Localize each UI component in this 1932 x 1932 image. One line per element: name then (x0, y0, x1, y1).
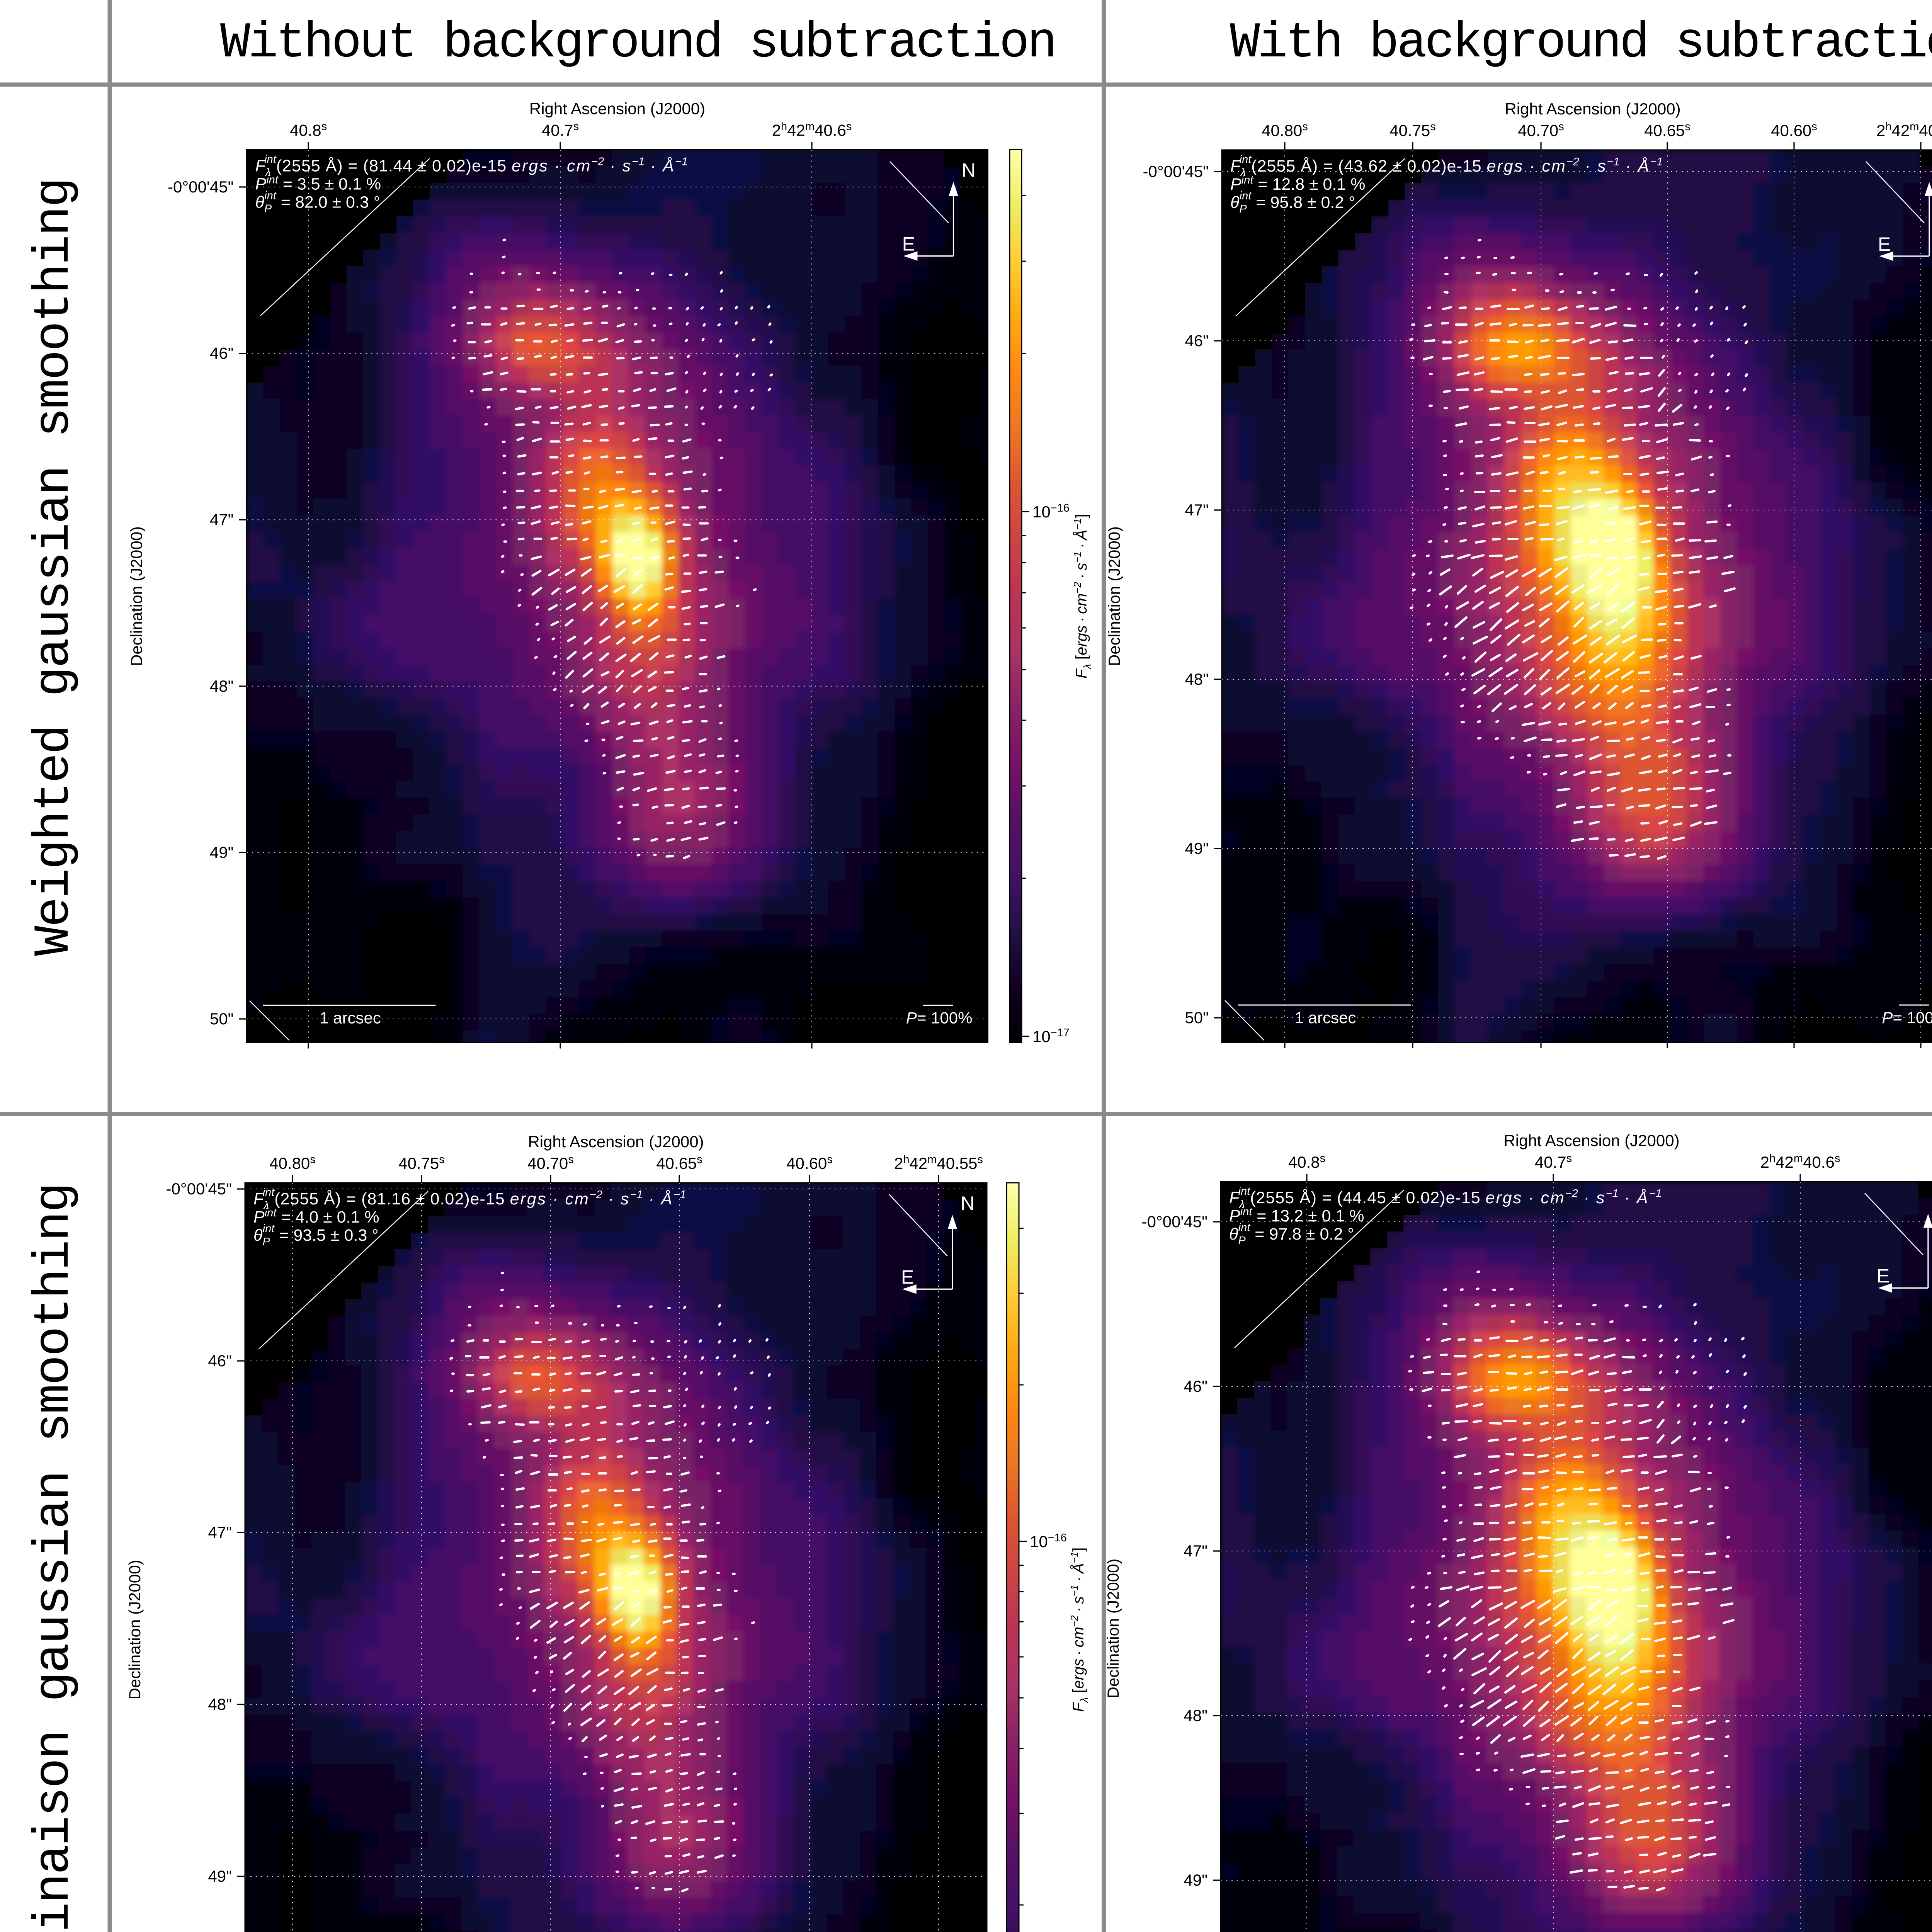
svg-text:Pint = 3.5 ± 0.1 %: Pint = 3.5 ± 0.1 % (255, 174, 381, 194)
svg-text:Fλ [ergs · cm−2 · s−1 · Å−1]: Fλ [ergs · cm−2 · s−1 · Å−1] (1068, 1548, 1090, 1712)
svg-text:θPint = 93.5 ± 0.3 °: θPint = 93.5 ± 0.3 ° (253, 1223, 378, 1248)
svg-text:θPint = 95.8 ± 0.2 °: θPint = 95.8 ± 0.2 ° (1230, 190, 1355, 215)
svg-text:46": 46" (1185, 332, 1209, 350)
svg-text:-0°00'45": -0°00'45" (1141, 1213, 1208, 1231)
svg-text:47": 47" (1185, 501, 1209, 519)
svg-text:Fλ [ergs · cm−2 · s−1 · Å−1]: Fλ [ergs · cm−2 · s−1 · Å−1] (1071, 514, 1093, 679)
svg-text:-0°00'45": -0°00'45" (1143, 162, 1209, 180)
svg-text:40.80s: 40.80s (1262, 121, 1308, 139)
svg-text:Without background subtraction: Without background subtraction (220, 15, 1055, 72)
svg-text:49": 49" (208, 1867, 232, 1885)
svg-text:N: N (962, 160, 976, 181)
svg-text:Weighted gaussian smoothing: Weighted gaussian smoothing (26, 179, 83, 956)
svg-text:48": 48" (210, 677, 234, 695)
svg-text:Declination (J2000): Declination (J2000) (126, 1560, 144, 1700)
svg-text:40.75s: 40.75s (1389, 121, 1436, 139)
svg-text:2h​42m​40.55s: 2h​42m​40.55s (1876, 121, 1932, 139)
svg-text:49": 49" (1184, 1871, 1208, 1889)
svg-text:40.65s: 40.65s (656, 1153, 702, 1172)
svg-text:47": 47" (210, 510, 234, 529)
svg-text:40.7s: 40.7s (542, 121, 579, 139)
svg-text:40.70s: 40.70s (1518, 121, 1564, 139)
svg-text:40.8s: 40.8s (290, 121, 327, 139)
svg-text:-0°00'45": -0°00'45" (168, 178, 234, 196)
svg-text:50": 50" (210, 1010, 234, 1028)
svg-text:46": 46" (1184, 1377, 1208, 1395)
svg-text:E: E (901, 1266, 914, 1288)
svg-text:2h​42m​40.55s: 2h​42m​40.55s (894, 1153, 983, 1172)
svg-text:E: E (902, 233, 915, 255)
svg-text:E: E (1877, 1265, 1889, 1287)
svg-text:Fλint(2555 Å) = (44.45 ± 0.02): Fλint(2555 Å) = (44.45 ± 0.02)e-15 ergs … (1229, 1185, 1662, 1211)
svg-text:Pint = 4.0 ± 0.1 %: Pint = 4.0 ± 0.1 % (253, 1207, 379, 1226)
svg-text:48": 48" (1185, 670, 1209, 688)
svg-text:40.60s: 40.60s (1771, 121, 1817, 139)
svg-text:Fλint(2555 Å) = (81.16 ± 0.02): Fλint(2555 Å) = (81.16 ± 0.02)e-15 ergs … (253, 1186, 686, 1212)
svg-text:E: E (1878, 233, 1891, 255)
svg-text:40.8s: 40.8s (1288, 1152, 1325, 1171)
svg-text:Right Ascension (J2000): Right Ascension (J2000) (528, 1133, 704, 1151)
svg-text:Right Ascension (J2000): Right Ascension (J2000) (1503, 1131, 1679, 1150)
svg-text:48": 48" (1184, 1706, 1208, 1725)
svg-text:Pint = 12.8 ± 0.1 %: Pint = 12.8 ± 0.1 % (1230, 174, 1365, 194)
svg-text:With background subtraction: With background subtraction (1230, 15, 1932, 72)
svg-text:P= 100%: P= 100% (906, 1009, 973, 1027)
svg-text:Fλint(2555 Å) = (81.44 ± 0.02): Fλint(2555 Å) = (81.44 ± 0.02)e-15 ergs … (255, 153, 688, 179)
svg-text:2h​42m​40.6s: 2h​42m​40.6s (1760, 1152, 1840, 1171)
svg-text:40.7s: 40.7s (1535, 1152, 1572, 1171)
svg-text:40.80s: 40.80s (269, 1153, 316, 1172)
svg-text:Combinaison gaussian smoothing: Combinaison gaussian smoothing (26, 1184, 83, 1932)
svg-text:2h​42m​40.6s: 2h​42m​40.6s (772, 121, 852, 139)
svg-text:Declination (J2000): Declination (J2000) (1104, 1559, 1122, 1699)
svg-text:Pint = 13.2 ± 0.1 %: Pint = 13.2 ± 0.1 % (1229, 1206, 1364, 1225)
svg-text:1 arcsec: 1 arcsec (320, 1009, 381, 1027)
svg-text:40.60s: 40.60s (786, 1153, 833, 1172)
svg-text:10−17: 10−17 (1032, 1027, 1070, 1046)
svg-text:40.75s: 40.75s (398, 1153, 445, 1172)
svg-text:49": 49" (210, 843, 234, 861)
svg-text:48": 48" (208, 1695, 232, 1713)
svg-text:N: N (961, 1192, 975, 1214)
svg-text:Declination (J2000): Declination (J2000) (128, 526, 146, 666)
svg-text:θPint = 97.8 ± 0.2 °: θPint = 97.8 ± 0.2 ° (1229, 1221, 1354, 1247)
svg-text:10−16: 10−16 (1030, 1532, 1067, 1551)
svg-text:40.65s: 40.65s (1644, 121, 1690, 139)
svg-text:47": 47" (1184, 1542, 1208, 1560)
svg-text:P= 100%: P= 100% (1882, 1009, 1932, 1027)
svg-text:1 arcsec: 1 arcsec (1295, 1009, 1356, 1027)
svg-text:Right Ascension (J2000): Right Ascension (J2000) (529, 100, 705, 118)
svg-text:θPint = 82.0 ± 0.3 °: θPint = 82.0 ± 0.3 ° (255, 190, 380, 215)
svg-text:-0°00'45": -0°00'45" (166, 1180, 232, 1198)
svg-text:46": 46" (208, 1352, 232, 1370)
svg-text:Fλint(2555 Å) = (43.62 ± 0.02): Fλint(2555 Å) = (43.62 ± 0.02)e-15 ergs … (1230, 153, 1663, 179)
svg-text:46": 46" (210, 344, 234, 362)
svg-text:40.70s: 40.70s (527, 1153, 574, 1172)
svg-text:50": 50" (1185, 1009, 1209, 1027)
svg-text:47": 47" (208, 1523, 232, 1541)
svg-text:Right Ascension (J2000): Right Ascension (J2000) (1505, 100, 1680, 118)
svg-text:10−16: 10−16 (1032, 502, 1070, 521)
svg-text:Declination (J2000): Declination (J2000) (1105, 526, 1123, 666)
svg-text:49": 49" (1185, 839, 1209, 857)
